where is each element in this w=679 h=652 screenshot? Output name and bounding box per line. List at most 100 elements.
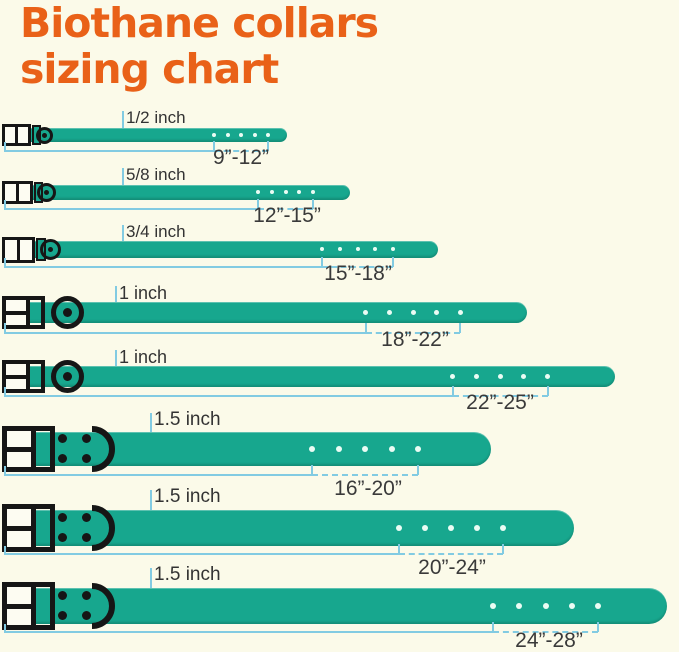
rivet-icon [58, 454, 67, 463]
rivet-icon [58, 513, 67, 522]
size-range-label: 20”-24” [418, 556, 486, 579]
width-label: 1 inch [119, 347, 168, 367]
width-label: 1.5 inch [154, 409, 221, 430]
buckle-frame [2, 237, 35, 263]
rivet-icon [82, 454, 91, 463]
bracket-connector [4, 624, 6, 633]
buckle-cells [5, 184, 30, 201]
bracket-tick [492, 622, 494, 632]
bracket-dash [322, 266, 393, 268]
buckle-cells [7, 587, 36, 625]
collar-strap [2, 366, 615, 387]
d-ring-icon [92, 505, 116, 551]
size-range-label: 15”-18” [324, 262, 392, 285]
size-range-label: 12”-15” [253, 204, 321, 227]
bracket-line [4, 150, 214, 152]
rivet-icon [82, 591, 91, 600]
rivet-icon [82, 611, 91, 620]
title-line-1: Biothane collars [20, 0, 379, 47]
buckle-cells [6, 364, 30, 389]
bracket-tick [321, 257, 323, 267]
width-label: 1 inch [119, 283, 168, 303]
bracket-tick [257, 199, 259, 209]
bracket-dash [366, 332, 460, 334]
rivet-icon [58, 611, 67, 620]
collar-holes [450, 374, 550, 379]
rivet-icon [82, 533, 91, 542]
bracket-tick [267, 141, 269, 151]
bracket-connector [4, 200, 6, 210]
bracket-line [4, 208, 258, 210]
bracket-tick [417, 465, 419, 475]
bracket-line [4, 631, 493, 633]
width-label: 1.5 inch [154, 564, 221, 585]
d-ring-arc [92, 426, 115, 472]
buckle-cells [7, 509, 36, 547]
ring-icon [37, 183, 56, 202]
bracket-dash [399, 553, 503, 555]
size-range-label: 22”-25” [466, 391, 534, 414]
bracket-tick [459, 323, 461, 333]
bracket-tick [452, 386, 454, 396]
bracket-tick [597, 622, 599, 632]
buckle-frame [2, 124, 31, 146]
ring-icon [51, 296, 84, 329]
collar-holes [363, 310, 463, 315]
buckle-frame [2, 582, 55, 630]
bracket-tick [398, 544, 400, 554]
ring-icon [36, 127, 53, 144]
width-pointer-line [122, 168, 124, 200]
rivet-icon [58, 434, 67, 443]
bracket-dash [312, 474, 418, 476]
bracket-tick [365, 323, 367, 333]
buckle-frame [2, 504, 55, 552]
bracket-line [4, 553, 399, 555]
collar-holes [396, 525, 506, 531]
d-ring-arc [92, 583, 115, 629]
rivet-icon [58, 591, 67, 600]
bracket-connector [4, 546, 6, 555]
bracket-line [4, 395, 453, 397]
collar-strap [2, 241, 438, 258]
bracket-dash [258, 208, 313, 210]
d-ring-arc [92, 505, 115, 551]
collar-holes [309, 446, 421, 452]
buckle-cells [5, 240, 32, 260]
width-label: 5/8 inch [126, 165, 186, 184]
bracket-tick [312, 199, 314, 209]
rivet-icon [58, 533, 67, 542]
buckle-cells [7, 431, 36, 467]
bracket-connector [4, 387, 6, 397]
bracket-line [4, 474, 312, 476]
collar-holes [256, 190, 315, 194]
bracket-dash [214, 150, 268, 152]
bracket-tick [502, 544, 504, 554]
collar-holes [490, 603, 601, 609]
size-range-label: 24”-28” [515, 629, 583, 652]
bracket-tick [392, 257, 394, 267]
buckle-cells [5, 127, 28, 143]
bracket-connector [4, 258, 6, 268]
width-label: 3/4 inch [126, 222, 186, 241]
d-ring-icon [92, 583, 116, 629]
width-label: 1/2 inch [126, 108, 186, 127]
bracket-line [4, 266, 322, 268]
title-line-2: sizing chart [20, 45, 279, 94]
rivet-icon [82, 513, 91, 522]
bracket-line [4, 332, 366, 334]
size-range-label: 18”-22” [381, 328, 449, 351]
bracket-dash [453, 395, 548, 397]
collar-holes [320, 247, 395, 251]
buckle-frame [2, 296, 45, 329]
buckle-cells [6, 300, 30, 325]
collar-holes [212, 133, 270, 137]
buckle-frame [2, 360, 45, 393]
buckle-frame [2, 181, 33, 204]
width-pointer-line [122, 111, 124, 142]
size-range-label: 16”-20” [334, 477, 402, 500]
collar-strap [2, 185, 350, 200]
bracket-tick [311, 465, 313, 475]
bracket-connector [4, 466, 6, 476]
collar-strap [2, 128, 287, 142]
